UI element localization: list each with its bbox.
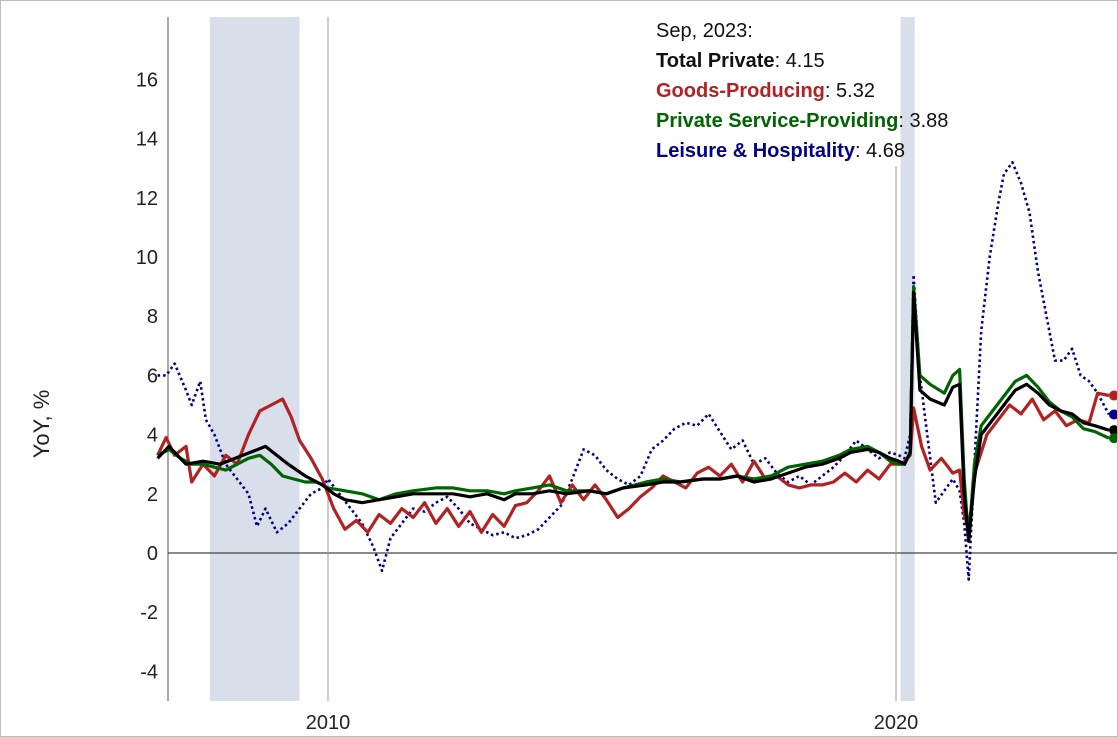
y-tick-label: 4 (147, 425, 158, 447)
annotation-goods-producing: Goods-Producing: 5.32 (656, 80, 875, 102)
end-point-marker (1109, 433, 1117, 444)
recession-band (900, 17, 915, 701)
x-tick-label: 2020 (874, 712, 919, 734)
y-tick-label: 2 (147, 484, 158, 506)
end-markers (1109, 390, 1117, 444)
y-tick-label: 0 (147, 543, 158, 565)
axis-ticks: -4 -2 0 2 4 6 8 10 12 14 16 2010 2020 (136, 69, 919, 734)
x-tick-label: 2010 (306, 712, 351, 734)
y-tick-label: 14 (136, 129, 158, 151)
annotation-total-private: Total Private: 4.15 (656, 50, 825, 72)
y-tick-label: -2 (140, 602, 158, 624)
end-point-marker (1109, 409, 1117, 420)
annotation-leisure-hospitality: Leisure & Hospitality: 4.68 (656, 140, 905, 162)
recession-band (209, 17, 300, 701)
series-lines (156, 161, 1111, 581)
series-line-total-private (156, 290, 1110, 543)
y-axis-label: YoY, % (29, 390, 54, 459)
end-point-marker (1109, 425, 1117, 436)
y-tick-label: 16 (136, 69, 158, 91)
end-point-marker (1109, 390, 1117, 401)
y-tick-label: 6 (147, 365, 158, 387)
y-tick-label: -4 (140, 661, 158, 683)
y-tick-label: 12 (136, 188, 158, 210)
series-line-goods-producing (156, 391, 1110, 534)
annotation-service-providing: Private Service-Providing: 3.88 (656, 110, 948, 132)
annotation-date: Sep, 2023: (656, 20, 753, 42)
y-tick-label: 10 (136, 247, 158, 269)
y-tick-label: 8 (147, 306, 158, 328)
recession-shading (209, 17, 915, 701)
reference-lines (167, 17, 1117, 701)
latest-values-annotation: Sep, 2023: Total Private: 4.15 Goods-Pro… (656, 20, 948, 162)
